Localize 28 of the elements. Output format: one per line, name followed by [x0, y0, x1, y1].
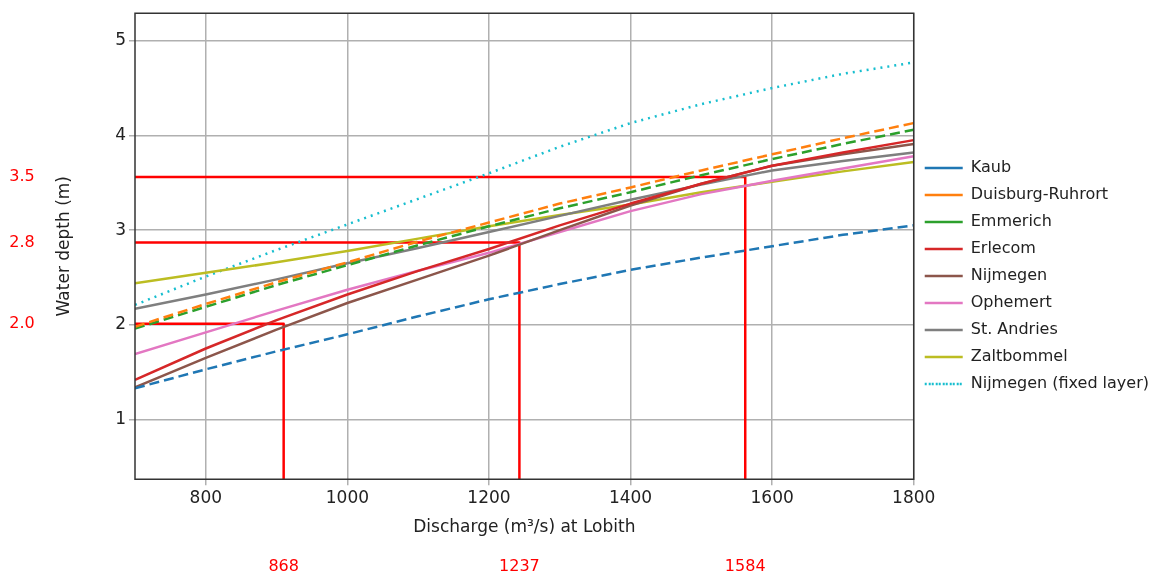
legend-label: Kaub	[970, 157, 1012, 177]
text: 3.5	[9, 166, 35, 186]
y-tick-label: 2	[115, 313, 126, 334]
legend-label: Ophemert	[970, 292, 1052, 312]
legend-label: St. Andries	[970, 319, 1058, 339]
x-tick-label: 800	[189, 486, 223, 507]
legend-label: Erlecom	[970, 238, 1036, 258]
y-tick-label: 4	[115, 123, 126, 144]
text: 2.0	[9, 313, 35, 333]
y-tick-label: 1	[115, 407, 126, 428]
y-tick-label: 3	[115, 218, 126, 239]
text: 868	[268, 556, 299, 576]
y-axis-title: Water depth (m)	[52, 176, 73, 317]
text: 1237	[499, 556, 540, 576]
x-tick-label: 1000	[325, 486, 370, 507]
x-tick-label: 1600	[750, 486, 794, 507]
legend-label: Zaltbommel	[970, 346, 1068, 366]
legend-label: Emmerich	[970, 211, 1052, 231]
text: 2.8	[9, 231, 35, 251]
y-tick-label: 5	[115, 29, 126, 50]
x-axis-title: Discharge (m³/s) at Lobith	[413, 516, 636, 537]
x-tick-label: 1400	[608, 486, 653, 507]
legend-label: Duisburg-Ruhrort	[970, 184, 1109, 204]
text: 1584	[724, 556, 766, 576]
legend-label: Nijmegen	[970, 265, 1048, 285]
x-tick-label: 1800	[892, 486, 936, 507]
legend-label: Nijmegen (fixed layer)	[970, 373, 1149, 393]
x-tick-label: 1200	[467, 486, 511, 507]
